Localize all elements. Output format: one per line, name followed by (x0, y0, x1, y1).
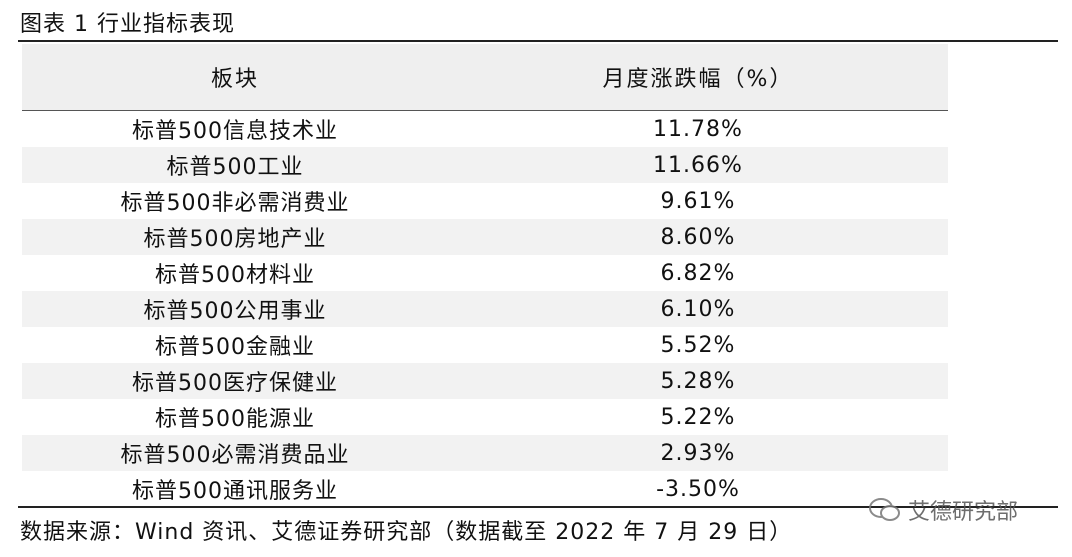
change-cell: 6.10% (660, 296, 736, 322)
table-row: 标普500非必需消费业 9.61% (22, 183, 948, 219)
sector-cell: 标普500信息技术业 (132, 119, 338, 144)
table-row: 标普500通讯服务业 -3.50% (22, 471, 948, 507)
change-cell: 11.78% (653, 116, 743, 142)
change-cell: 6.82% (660, 260, 736, 286)
table-row: 标普500能源业 5.22% (22, 399, 948, 435)
sector-cell: 标普500能源业 (155, 407, 315, 432)
table-header: 板块 月度涨跌幅（%） (22, 44, 948, 110)
table-row: 标普500工业 11.66% (22, 147, 948, 183)
table-row: 标普500必需消费品业 2.93% (22, 435, 948, 471)
table: 板块 月度涨跌幅（%） 标普500信息技术业 11.78% 标普500工业 11.66… (22, 44, 948, 507)
source-note: 数据来源：Wind 资讯、艾德证券研究部（数据截至 2022 年 7 月 29 … (20, 520, 793, 545)
change-cell: 9.61% (660, 188, 736, 214)
wechat-icon (869, 498, 900, 521)
change-cell: 5.52% (660, 332, 736, 358)
sector-cell: 标普500工业 (166, 155, 304, 180)
top-rule (18, 40, 1058, 42)
bottom-rule (18, 506, 1058, 508)
sector-cell: 标普500非必需消费业 (120, 191, 350, 216)
header-rule (22, 110, 948, 111)
table-row: 标普500金融业 5.52% (22, 327, 948, 363)
change-cell: 5.28% (660, 368, 736, 394)
table-row: 标普500房地产业 8.60% (22, 219, 948, 255)
sector-cell: 标普500金融业 (155, 335, 315, 360)
watermark-text: 艾德研究部 (908, 500, 1019, 525)
change-cell: -3.50% (656, 476, 740, 502)
sector-cell: 标普500必需消费品业 (120, 443, 350, 468)
change-cell: 2.93% (660, 440, 736, 466)
watermark: 艾德研究部 (868, 494, 1018, 526)
sector-cell: 标普500房地产业 (143, 227, 327, 252)
sector-cell: 标普500公用事业 (143, 299, 327, 324)
sector-cell: 标普500材料业 (155, 263, 315, 288)
column-header: 月度涨跌幅（%） (602, 67, 794, 92)
table-row: 标普500公用事业 6.10% (22, 291, 948, 327)
figure-title: 图表 1 行业指标表现 (20, 12, 235, 37)
table-row: 标普500材料业 6.82% (22, 255, 948, 291)
change-cell: 11.66% (653, 152, 743, 178)
table-row: 标普500医疗保健业 5.28% (22, 363, 948, 399)
change-cell: 5.22% (660, 404, 736, 430)
sector-cell: 标普500通讯服务业 (132, 479, 338, 504)
table-row: 标普500信息技术业 11.78% (22, 111, 948, 147)
column-header: 板块 (210, 67, 259, 92)
sector-cell: 标普500医疗保健业 (132, 371, 338, 396)
table-body: 标普500信息技术业 11.78% 标普500工业 11.66% 标普500非必需消费业… (22, 111, 948, 507)
change-cell: 8.60% (660, 224, 736, 250)
